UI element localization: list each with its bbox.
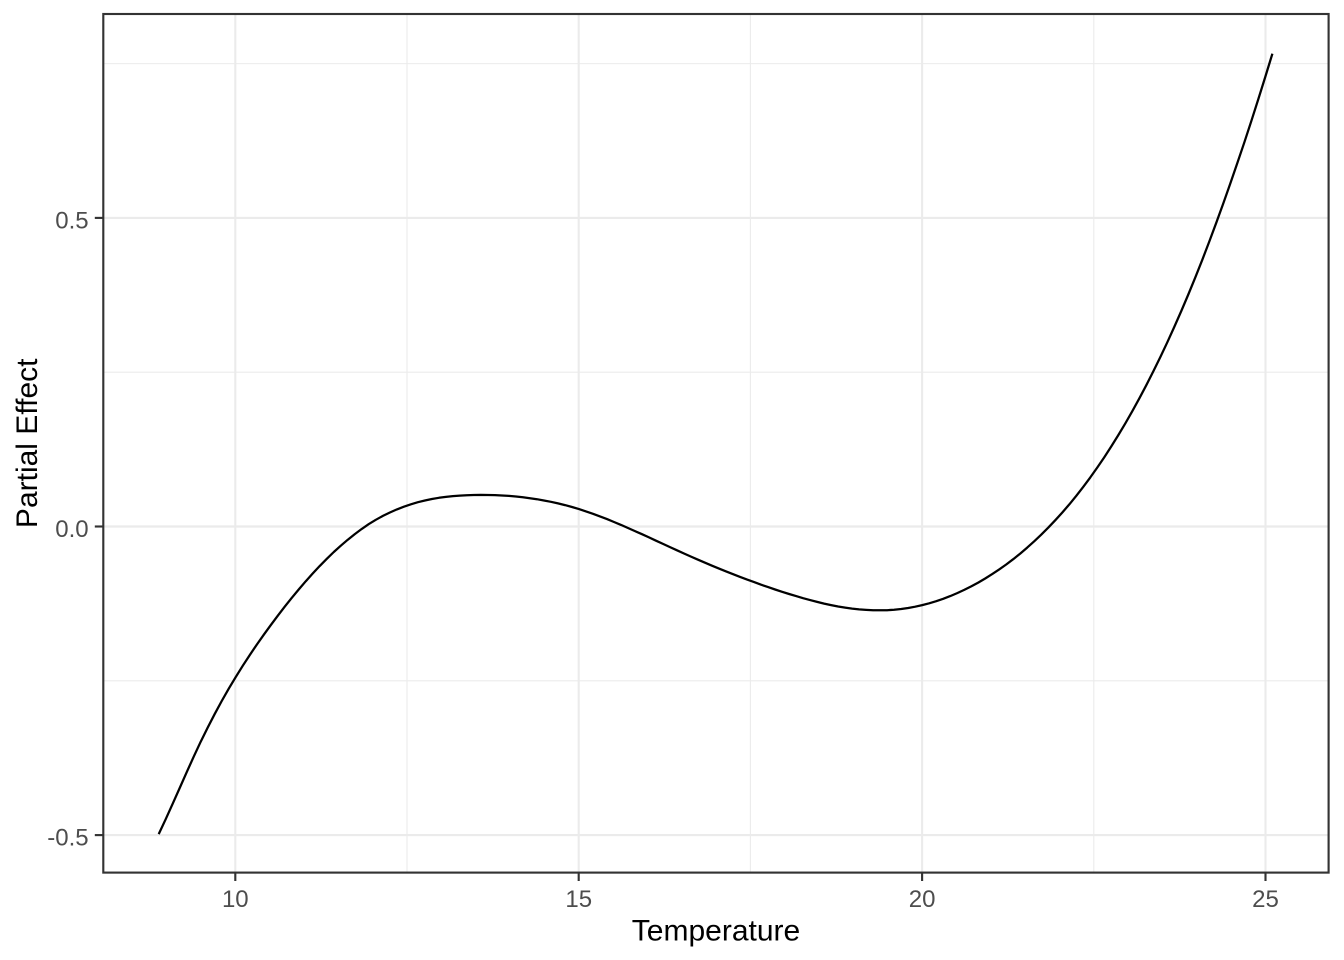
svg-text:15: 15 (565, 886, 592, 913)
svg-text:Partial Effect: Partial Effect (11, 358, 44, 528)
svg-text:0.0: 0.0 (55, 516, 88, 543)
svg-text:20: 20 (909, 886, 936, 913)
svg-text:25: 25 (1252, 886, 1279, 913)
svg-text:Temperature: Temperature (632, 914, 800, 947)
svg-text:10: 10 (222, 886, 249, 913)
svg-text:-0.5: -0.5 (47, 825, 88, 852)
svg-text:0.5: 0.5 (55, 207, 88, 234)
